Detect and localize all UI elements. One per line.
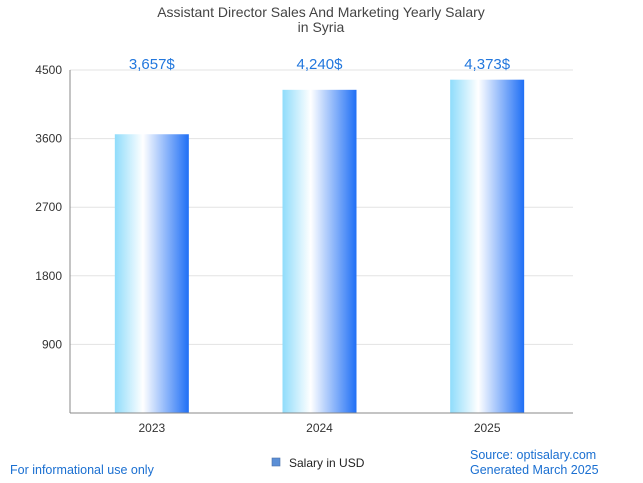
y-tick-label: 3600	[35, 132, 62, 146]
legend[interactable]: Salary in USD	[271, 456, 365, 470]
chart-title-line-1: Assistant Director Sales And Marketing Y…	[157, 4, 485, 20]
y-tick-label: 4500	[35, 63, 62, 77]
data-label-2025: 4,373$	[464, 56, 511, 73]
bar-2025	[450, 79, 525, 413]
data-label-2023: 3,657$	[129, 56, 176, 73]
y-tick-label: 900	[42, 337, 62, 351]
x-tick-label-2025: 2025	[474, 421, 501, 435]
generated-note: Generated March 2025	[470, 463, 599, 477]
bar-2024	[282, 89, 357, 413]
legend-label: Salary in USD	[289, 456, 365, 470]
y-tick-label: 2700	[35, 200, 62, 214]
bar-2023	[114, 134, 189, 413]
y-axis-ticks: 900 1800 2700 3600 4500	[35, 63, 62, 351]
x-tick-label-2023: 2023	[138, 421, 165, 435]
bars	[114, 79, 525, 413]
chart-title-line-2: in Syria	[298, 19, 345, 35]
legend-swatch	[271, 457, 281, 467]
disclaimer-note: For informational use only	[10, 463, 155, 477]
x-axis-ticks: 2023 2024 2025	[138, 421, 500, 435]
data-label-2024: 4,240$	[297, 56, 344, 73]
y-tick-label: 1800	[35, 269, 62, 283]
data-labels: 3,657$ 4,240$ 4,373$	[129, 56, 511, 73]
source-note: Source: optisalary.com	[470, 448, 596, 462]
x-tick-label-2024: 2024	[306, 421, 333, 435]
